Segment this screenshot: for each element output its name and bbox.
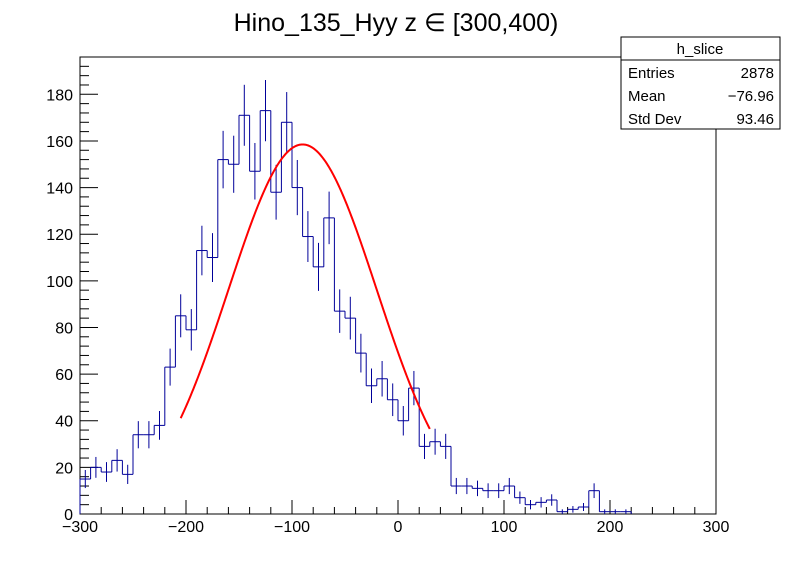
y-tick-label: 80 — [55, 320, 73, 337]
fit-series — [179, 143, 431, 430]
y-tick-label: 20 — [55, 460, 73, 477]
x-tick-label: 200 — [597, 519, 624, 536]
x-axis: −300 −200 −100 0 100 200 300 — [62, 500, 729, 536]
x-tick-label: −100 — [274, 519, 310, 536]
histogram-series — [79, 110, 632, 514]
y-tick-label: 140 — [46, 181, 73, 198]
x-tick-label: −200 — [168, 519, 204, 536]
chart-title: Hino_135_Hyy z ∈ [300,400) — [234, 9, 559, 37]
stats-stddev-value: 93.46 — [736, 111, 774, 128]
y-tick-label: 180 — [46, 87, 73, 104]
y-tick-label: 40 — [55, 414, 73, 431]
x-tick-label: 300 — [703, 519, 730, 536]
y-tick-label: 120 — [46, 227, 73, 244]
y-tick-label: 100 — [46, 274, 73, 291]
y-tick-label: 160 — [46, 134, 73, 151]
stats-box-frame — [620, 36, 781, 130]
y-axis: 0 20 40 60 80 100 120 140 160 180 — [46, 65, 98, 524]
x-tick-label: −300 — [62, 519, 98, 536]
stats-mean-label: Mean — [628, 88, 666, 105]
y-tick-label: 60 — [55, 367, 73, 384]
x-tick-label: 100 — [491, 519, 518, 536]
fit-curve — [179, 143, 431, 430]
stats-mean-value: −76.96 — [728, 88, 774, 105]
y-tick-label: 0 — [64, 507, 73, 524]
x-tick-label: 0 — [394, 519, 403, 536]
stats-stddev-label: Std Dev — [628, 111, 682, 128]
stats-box: h_slice Entries 2878 Mean −76.96 Std Dev… — [620, 36, 781, 130]
stats-box-title: h_slice — [677, 41, 724, 58]
stats-entries-label: Entries — [628, 65, 675, 82]
error-bars — [84, 79, 627, 514]
stats-entries-value: 2878 — [741, 65, 774, 82]
